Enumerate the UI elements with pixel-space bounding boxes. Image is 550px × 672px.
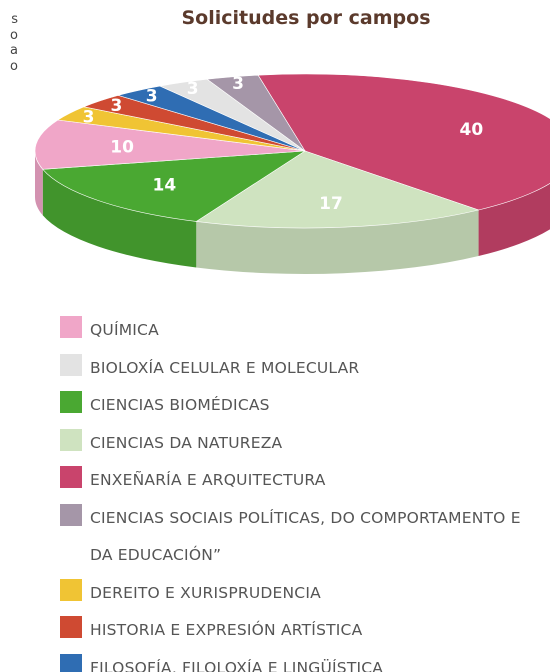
side-text-line: o [10,27,18,43]
data-label: 3 [187,79,199,99]
legend-label: HISTORIA E EXPRESIÓN ARTÍSTICA [90,621,363,639]
legend-label: QUÍMICA [90,321,159,339]
legend-item: BIOLOXÍA CELULAR E MOLECULAR [60,350,530,388]
legend-swatch [60,316,82,338]
data-label: 14 [153,176,177,196]
legend-item: FILOSOFÍA, FILOLOXÍA E LINGÜÍSTICA [60,650,530,672]
slice-side [478,183,550,256]
legend-swatch [60,616,82,638]
slice-side [196,209,479,274]
legend-item: ENXEÑARÍA E ARQUITECTURA [60,462,530,500]
pie-sides [35,151,550,274]
legend-item: DEREITO E XURISPRUDENCIA [60,575,530,613]
legend-swatch [60,503,82,526]
legend-swatch [60,353,82,376]
legend-swatch [60,466,82,488]
side-text-line: o [10,58,18,74]
pie-slice [195,150,480,229]
side-text-line: s [11,12,18,27]
pie-slice [34,119,306,170]
legend-item: CIENCIAS DA NATUREZA [60,425,530,463]
data-label: 3 [232,74,244,94]
legend-label: BIOLOXÍA CELULAR E MOLECULAR [90,358,360,377]
legend-label: CIENCIAS SOCIAIS POLÍTICAS, DO COMPORTAM… [90,508,521,565]
data-label: 40 [460,120,484,140]
legend-swatch [60,578,82,601]
legend: QUÍMICA BIOLOXÍA CELULAR E MOLECULAR CIENC… [60,312,530,672]
legend-label: DEREITO E XURISPRUDENCIA [90,583,321,602]
legend-swatch [60,391,82,413]
data-label: 10 [110,137,134,157]
data-label: 3 [111,96,123,116]
legend-label: CIENCIAS DA NATUREZA [90,433,283,452]
legend-item: CIENCIAS BIOMÉDICAS [60,387,530,425]
legend-item: CIENCIAS SOCIAIS POLÍTICAS, DO COMPORTAM… [60,500,530,575]
pie-slice [206,74,306,152]
legend-item: HISTORIA E EXPRESIÓN ARTÍSTICA [60,612,530,650]
legend-label: ENXEÑARÍA E ARQUITECTURA [90,471,326,489]
chart-title: Solicitudes por campos [181,7,430,29]
data-label: 3 [146,86,158,106]
side-text-line: a [10,43,18,58]
pie-slice [42,150,307,222]
legend-item: QUÍMICA [60,312,530,350]
legend-swatch [60,428,82,451]
data-label: 17 [319,194,343,214]
legend-swatch [60,653,82,672]
legend-label: CIENCIAS BIOMÉDICAS [90,396,270,414]
legend-label: FILOSOFÍA, FILOLOXÍA E LINGÜÍSTICA [90,658,384,672]
slice-side [42,169,197,268]
data-label: 3 [83,107,95,127]
